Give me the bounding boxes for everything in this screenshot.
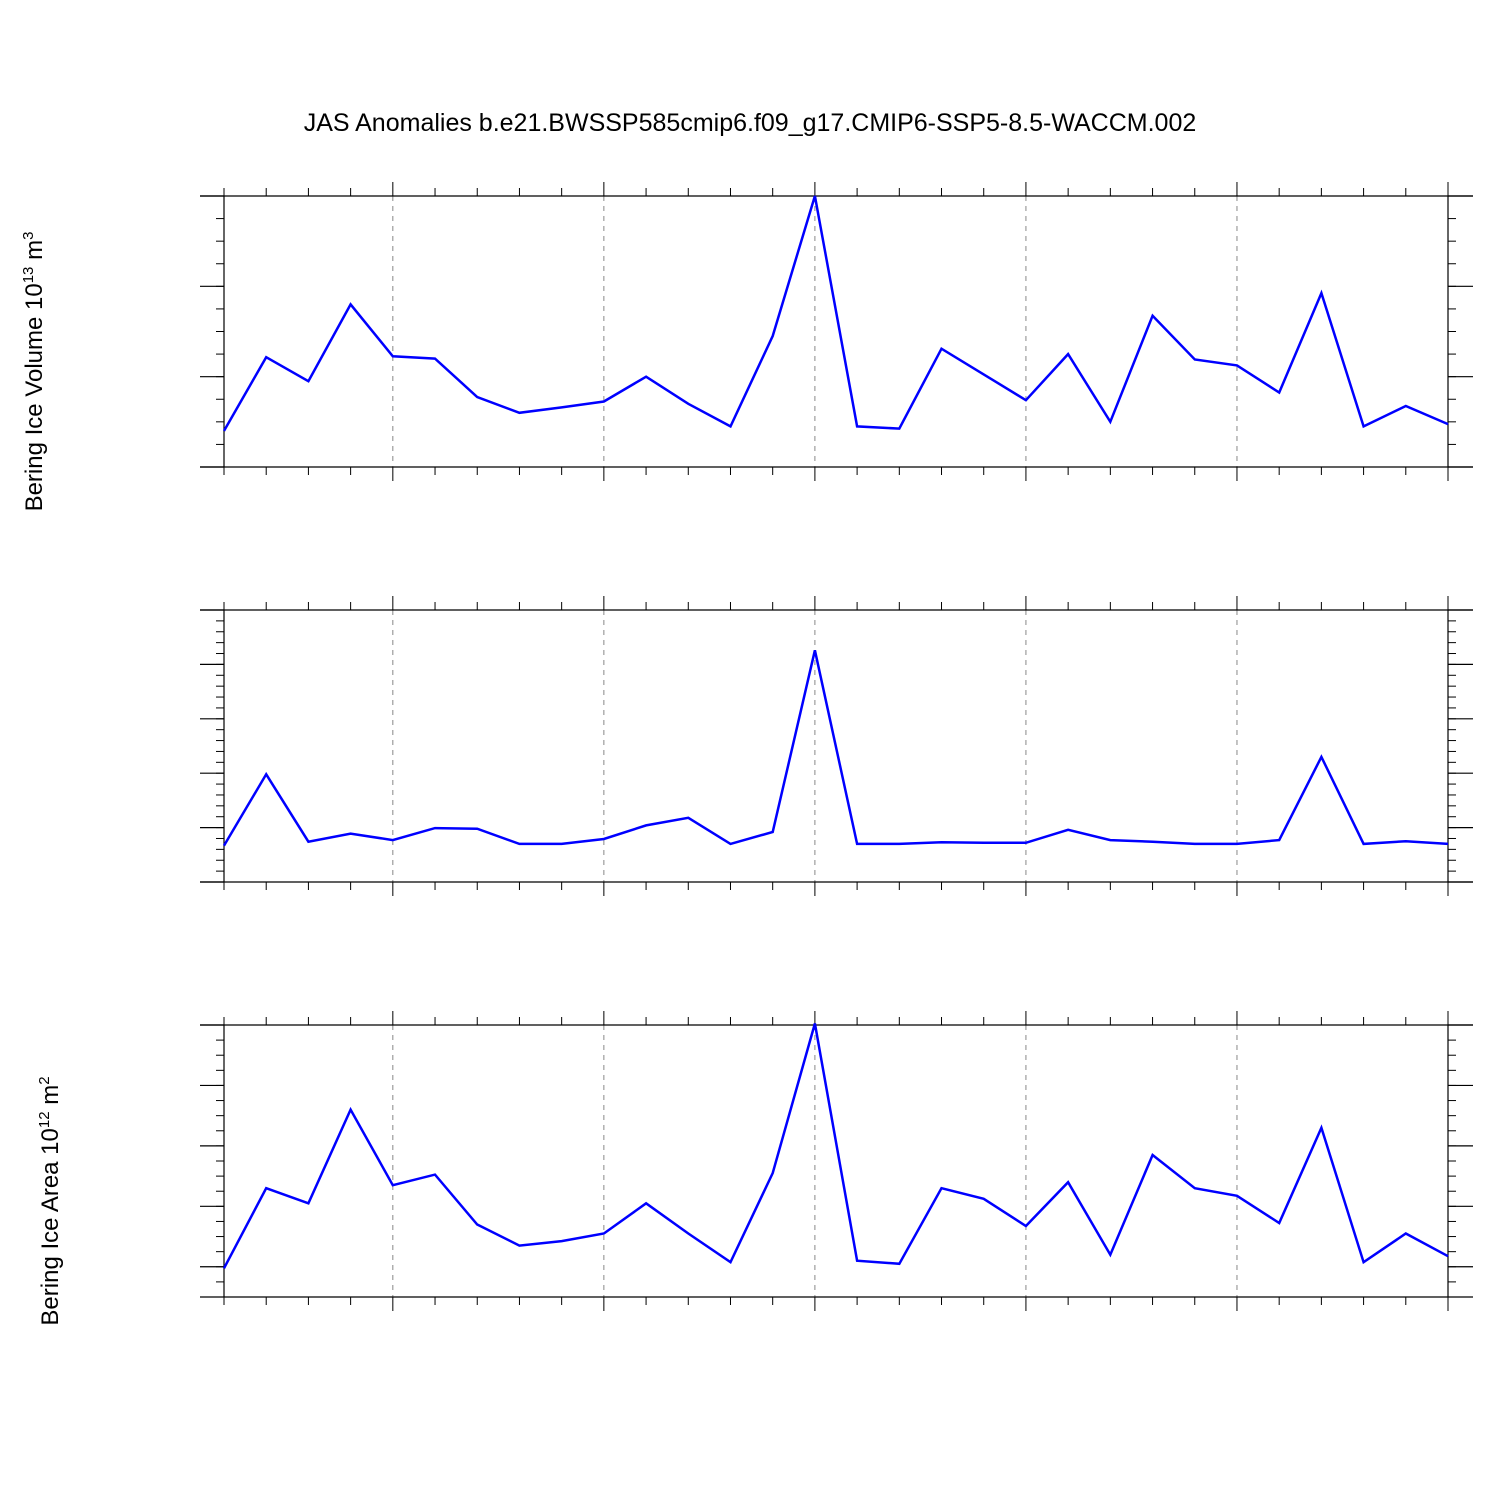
y-axis-label-text: Bering Ice Area 10 <box>37 1128 64 1325</box>
y-axis-label-part: 2 <box>36 1076 53 1084</box>
chart-panel-2 <box>200 596 1473 896</box>
y-axis-label-part: 13 <box>20 267 37 284</box>
chart-panel-1: Bering Ice Volume 1013 m3 <box>20 182 1473 511</box>
y-axis-label: Bering Ice Area 1012 m2 <box>36 1076 64 1325</box>
y-axis-label-part: 12 <box>36 1111 53 1128</box>
y-axis-label: Bering Ice Volume 1013 m3 <box>20 232 48 512</box>
y-axis-label-part: 3 <box>20 232 37 240</box>
chart-panel-3: Bering Ice Area 1012 m2 <box>36 1011 1473 1326</box>
y-axis-label-part: m <box>21 240 48 267</box>
y-axis-label-text: Bering Ice Volume 10 <box>21 283 48 511</box>
data-series-line <box>222 650 1449 847</box>
data-series-line <box>222 1023 1449 1269</box>
data-series-line <box>222 195 1449 432</box>
y-axis-label-part: m <box>37 1085 64 1112</box>
chart-title: JAS Anomalies b.e21.BWSSP585cmip6.f09_g1… <box>304 109 1197 137</box>
